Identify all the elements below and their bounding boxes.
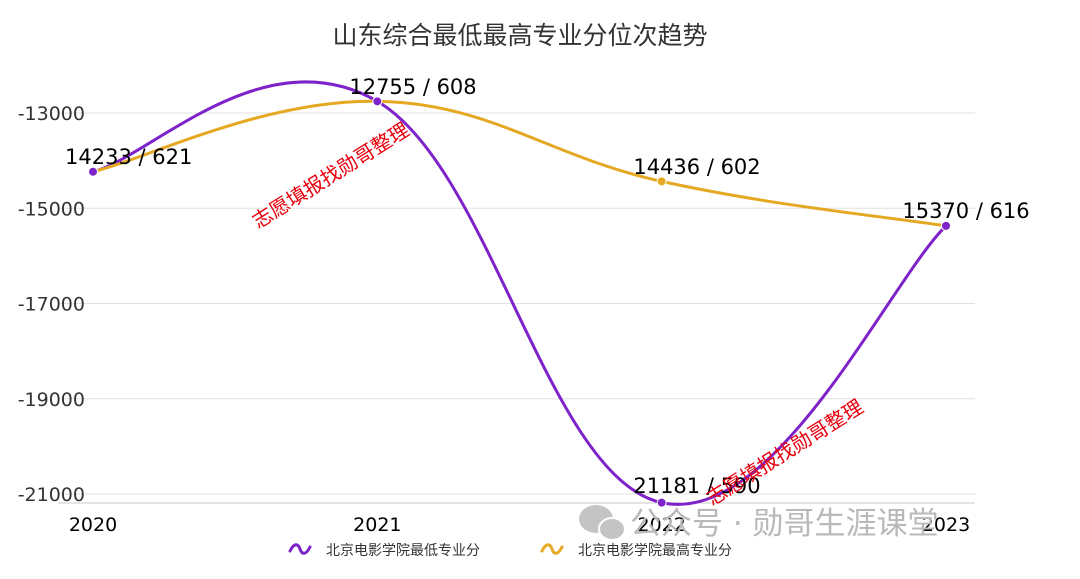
- data-point: [88, 166, 98, 177]
- data-label: 21181 / 590: [633, 474, 760, 498]
- legend-swatch: [288, 543, 312, 555]
- y-tick-label: -17000: [18, 294, 85, 316]
- wechat-bubble: [598, 517, 626, 541]
- x-tick-label: 2023: [922, 514, 970, 536]
- legend-swatch: [540, 543, 564, 555]
- legend-label: 北京电影学院最高专业分: [578, 542, 732, 559]
- x-tick-label: 2020: [69, 514, 117, 536]
- y-tick-label: -13000: [18, 103, 85, 125]
- data-point: [941, 220, 951, 231]
- data-label: 14436 / 602: [633, 155, 760, 179]
- watermark-text: 志愿填报找勋哥整理: [248, 118, 413, 234]
- x-tick-label: 2021: [353, 514, 401, 536]
- y-tick-label: -21000: [18, 484, 85, 506]
- y-tick-label: -19000: [18, 389, 85, 411]
- data-point: [656, 497, 667, 508]
- wechat-icon: [579, 505, 626, 541]
- data-label: 14233 / 621: [65, 145, 192, 169]
- legend-label: 北京电影学院最低专业分: [326, 543, 480, 559]
- data-point: [372, 96, 383, 107]
- data-label: 15370 / 616: [902, 199, 1029, 223]
- series-line-lowest: [92, 80, 948, 506]
- y-tick-label: -15000: [18, 198, 85, 220]
- chart-title: 山东综合最低最高专业分位次趋势: [332, 21, 707, 50]
- series-line-highest: [92, 99, 947, 228]
- corner-watermark: 公众号 · 勋哥生涯课堂: [630, 506, 939, 542]
- watermark-text: 志愿填报找勋哥整理: [702, 395, 867, 511]
- data-point: [656, 176, 667, 187]
- x-tick-label: 2022: [637, 514, 685, 536]
- data-label: 12755 / 608: [349, 75, 476, 99]
